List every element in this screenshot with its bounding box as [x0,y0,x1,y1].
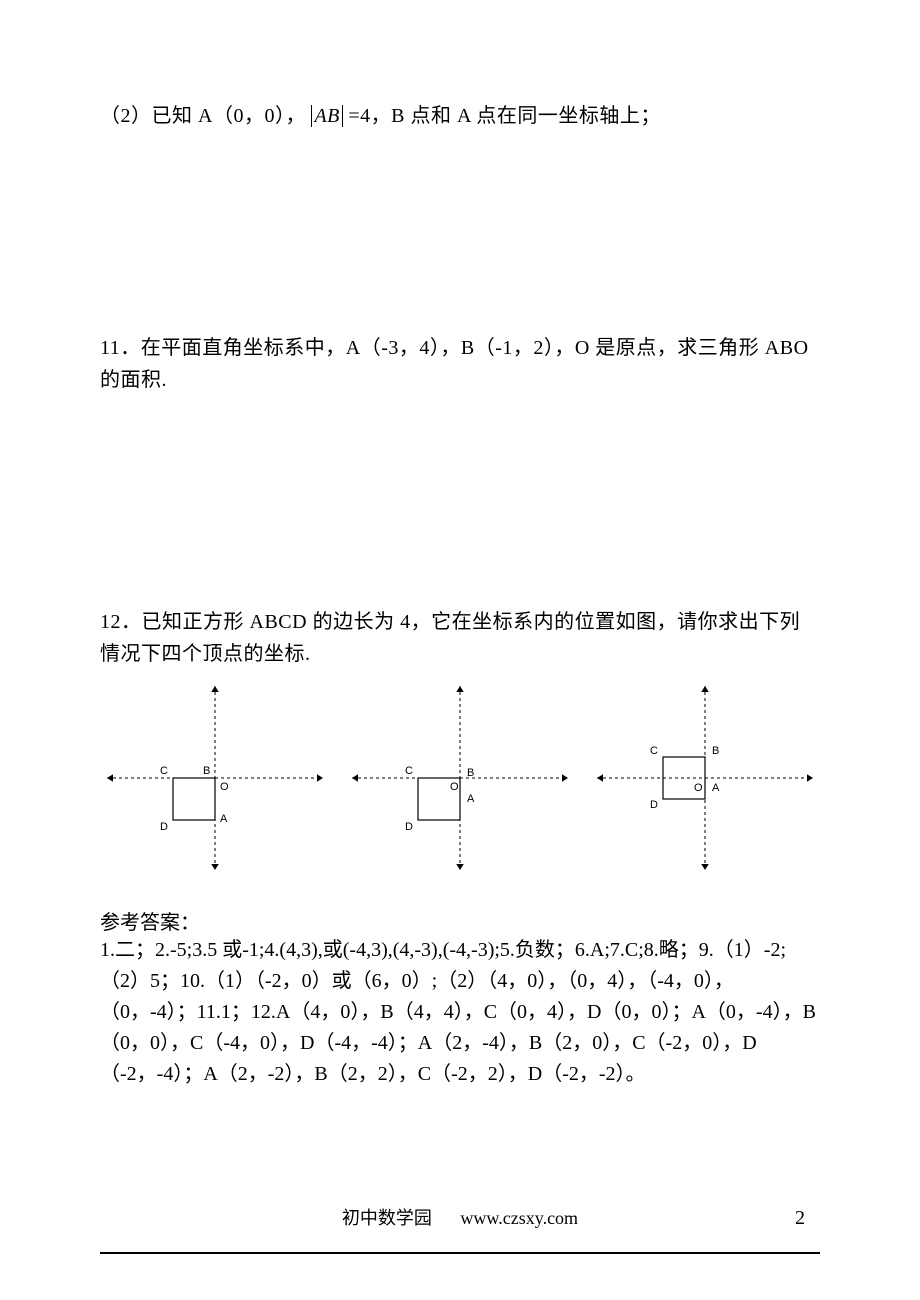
diagram-row: CBOAD CBOAD CBOAD [100,678,820,878]
question-2: （2）已知 A（0，0）， AB =4，B 点和 A 点在同一坐标轴上； [100,100,820,132]
svg-text:B: B [467,767,474,779]
q12-line2: 情况下四个顶点的坐标. [100,638,820,670]
svg-text:A: A [220,813,228,825]
svg-text:O: O [450,781,459,793]
diagram-2: C BOA D [345,678,575,878]
svg-text:A: A [712,782,720,794]
footer-rule [100,1252,820,1254]
svg-text:B: B [203,765,210,777]
svg-text:C: C [650,745,658,757]
q2-prefix: （2）已知 A（0，0）， [100,105,306,127]
q12-line1: 12．已知正方形 ABCD 的边长为 4，它在坐标系内的位置如图，请你求出下列 [100,606,820,638]
svg-text:C: C [405,765,413,777]
question-11: 11．在平面直角坐标系中，A（-3，4），B（-1，2），O 是原点，求三角形 … [100,332,820,396]
footer-site: 初中数学园 [342,1208,432,1228]
question-12: 12．已知正方形 ABCD 的边长为 4，它在坐标系内的位置如图，请你求出下列 … [100,606,820,670]
svg-text:A: A [467,793,475,805]
svg-text:D: D [405,821,413,833]
footer: 初中数学园 www.czsxy.com [0,1204,920,1230]
footer-url: www.czsxy.com [460,1208,578,1228]
svg-text:C: C [160,765,168,777]
q2-mid: =4，B 点和 A 点在同一坐标轴上； [348,105,660,127]
answers-title: 参考答案： [100,906,820,935]
diagram-1: C BO A D [100,678,330,878]
abs-AB: AB [311,105,342,127]
svg-text:D: D [650,799,658,811]
svg-text:O: O [220,781,229,793]
svg-text:B: B [712,745,719,757]
svg-text:D: D [160,821,168,833]
svg-text:O: O [694,782,703,794]
diagram-3: C B OA D [590,678,820,878]
page-number: 2 [795,1207,805,1230]
answers-body: 1.二；2.-5;3.5 或-1;4.(4,3),或(-4,3),(4,-3),… [100,935,820,1090]
